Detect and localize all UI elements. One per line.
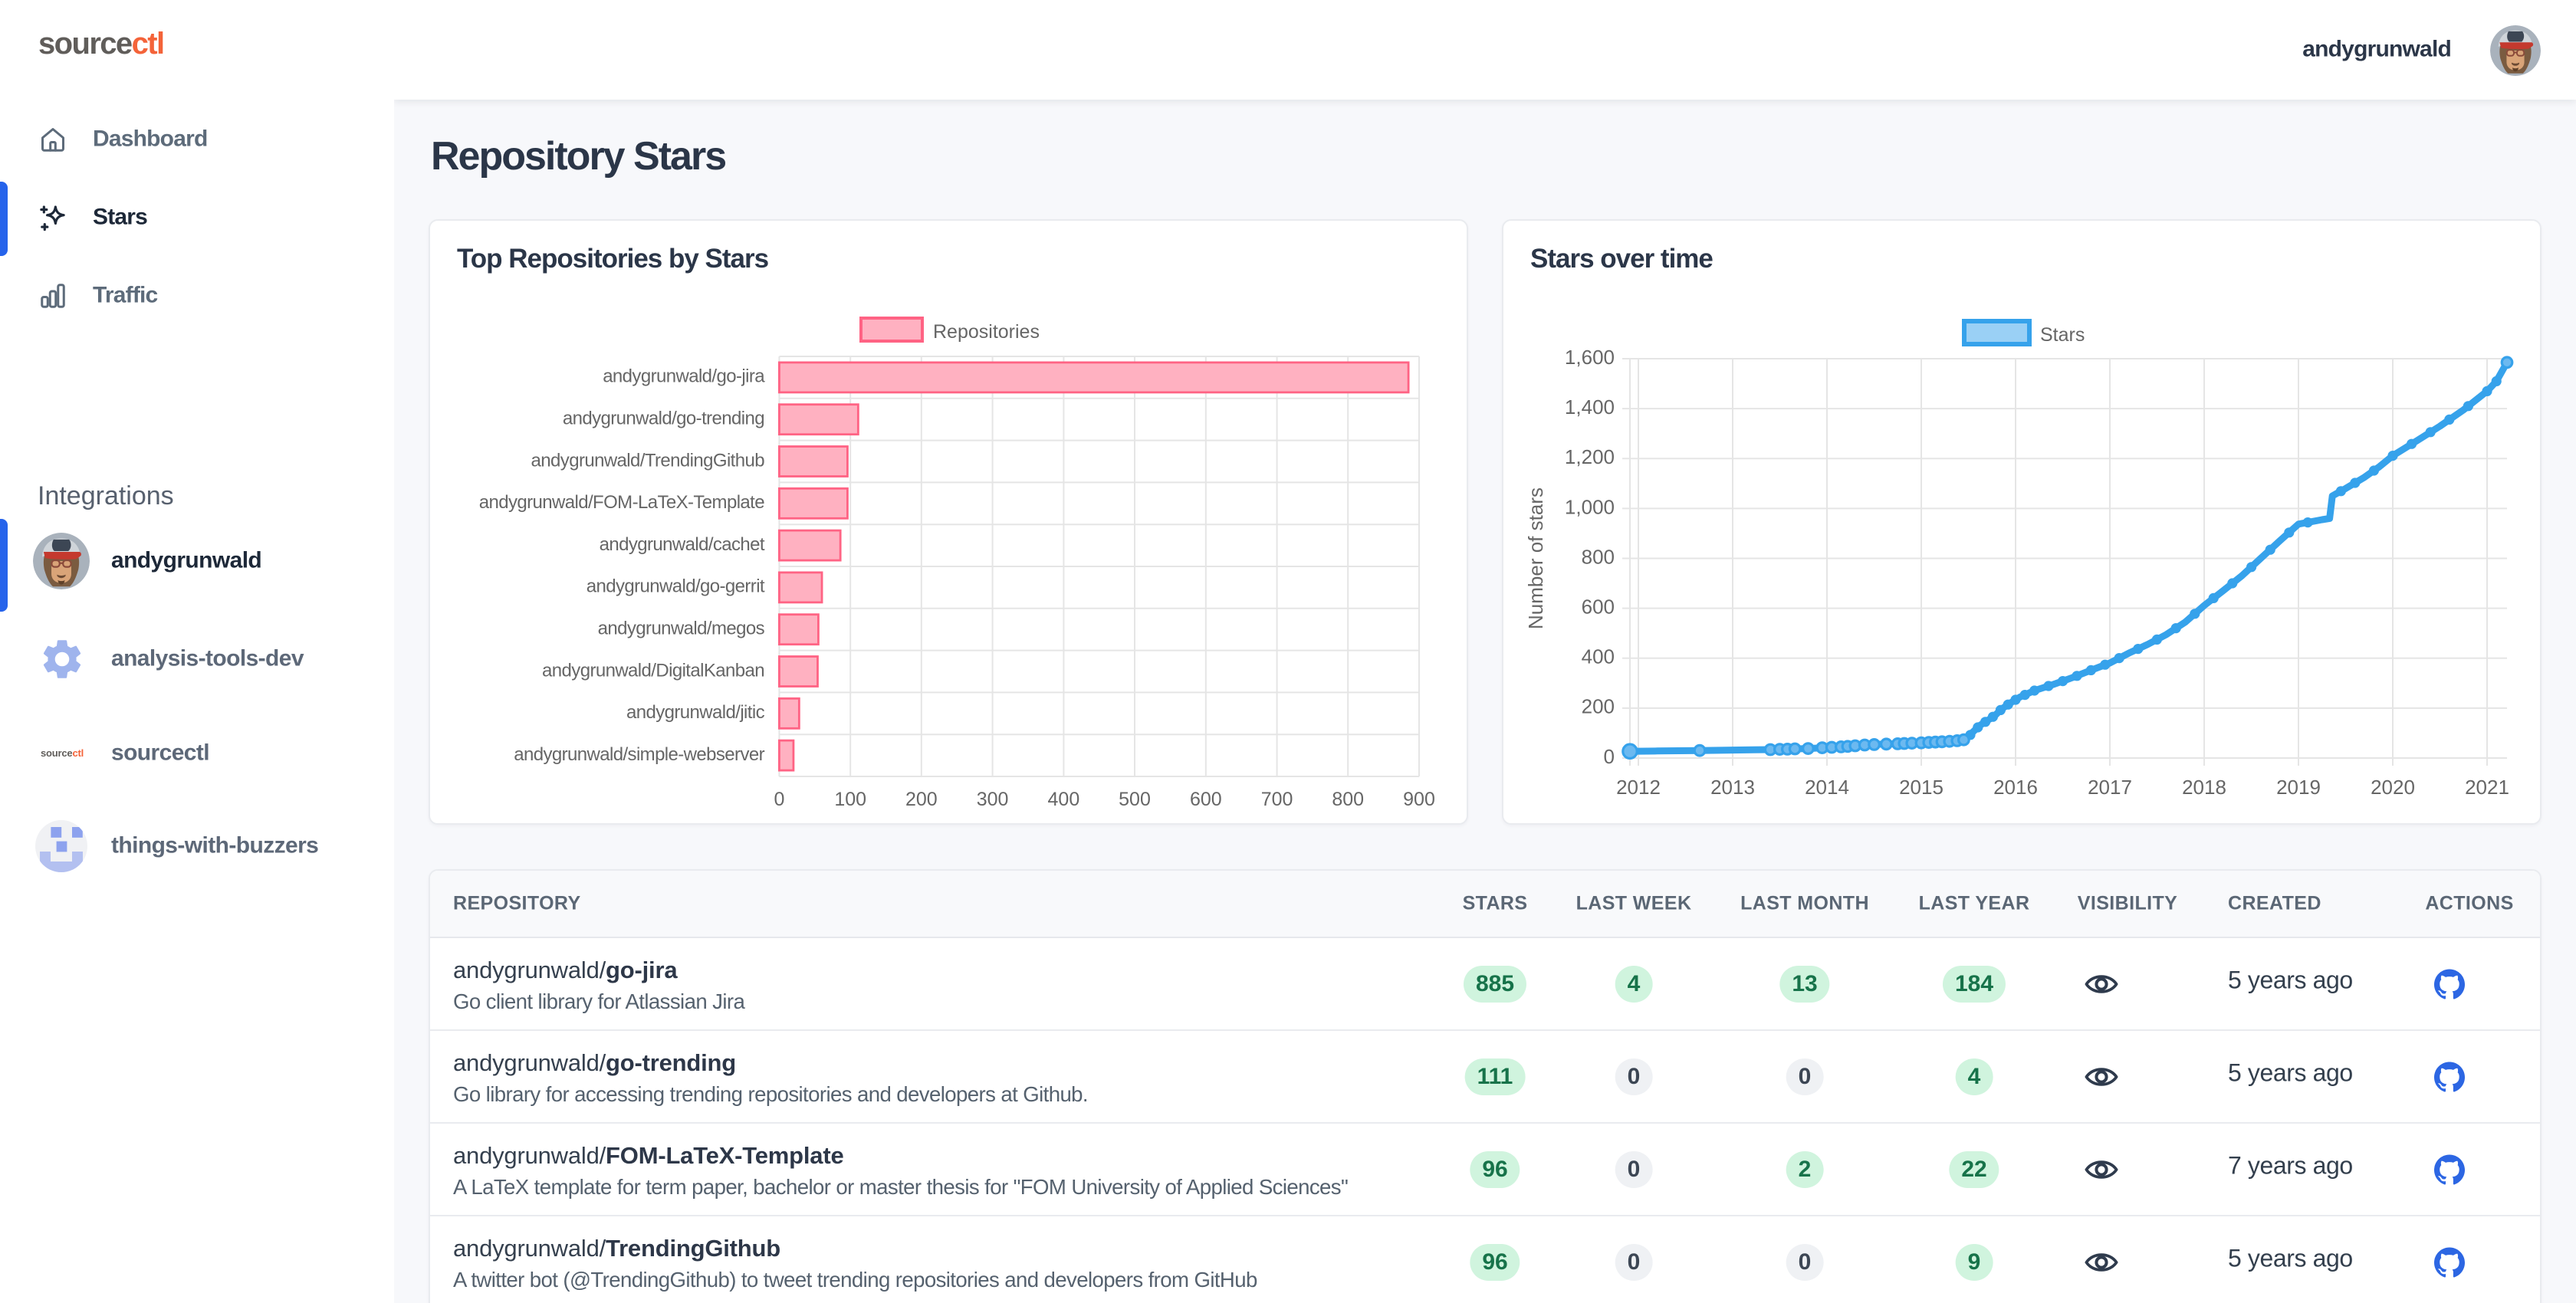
svg-text:0: 0 (1604, 745, 1615, 768)
svg-text:andygrunwald/TrendingGithub: andygrunwald/TrendingGithub (531, 450, 765, 471)
svg-text:2021: 2021 (2465, 776, 2509, 799)
svg-text:0: 0 (774, 789, 784, 810)
svg-text:800: 800 (1582, 545, 1615, 568)
svg-text:Stars: Stars (2040, 324, 2085, 346)
svg-text:600: 600 (1582, 595, 1615, 618)
svg-text:andygrunwald/go-jira: andygrunwald/go-jira (603, 366, 765, 387)
svg-text:500: 500 (1119, 789, 1151, 810)
svg-text:andygrunwald/DigitalKanban: andygrunwald/DigitalKanban (542, 660, 764, 681)
svg-text:2014: 2014 (1805, 776, 1849, 799)
svg-text:andygrunwald/go-trending: andygrunwald/go-trending (563, 409, 764, 429)
svg-text:2017: 2017 (2088, 776, 2132, 799)
svg-text:1,200: 1,200 (1565, 445, 1615, 468)
svg-text:Number of stars: Number of stars (1524, 487, 1547, 629)
svg-text:1,600: 1,600 (1565, 346, 1615, 369)
svg-text:900: 900 (1403, 789, 1435, 810)
svg-text:andygrunwald/jitic: andygrunwald/jitic (626, 702, 765, 723)
svg-text:andygrunwald/simple-webserver: andygrunwald/simple-webserver (514, 744, 764, 765)
svg-text:2013: 2013 (1710, 776, 1755, 799)
svg-text:2020: 2020 (2371, 776, 2415, 799)
svg-text:andygrunwald/cachet: andygrunwald/cachet (600, 534, 765, 555)
svg-text:andygrunwald/FOM-LaTeX-Templat: andygrunwald/FOM-LaTeX-Template (479, 492, 764, 513)
svg-text:2016: 2016 (1993, 776, 2038, 799)
svg-text:300: 300 (977, 789, 1009, 810)
svg-text:200: 200 (1582, 695, 1615, 718)
svg-text:400: 400 (1582, 645, 1615, 668)
svg-text:andygrunwald/go-gerrit: andygrunwald/go-gerrit (586, 576, 765, 597)
svg-text:2012: 2012 (1616, 776, 1661, 799)
svg-text:600: 600 (1190, 789, 1222, 810)
svg-text:100: 100 (834, 789, 866, 810)
svg-text:200: 200 (905, 789, 938, 810)
svg-text:2015: 2015 (1899, 776, 1944, 799)
svg-text:Repositories: Repositories (933, 321, 1040, 343)
svg-text:2018: 2018 (2182, 776, 2226, 799)
svg-text:1,000: 1,000 (1565, 495, 1615, 518)
svg-text:700: 700 (1261, 789, 1293, 810)
svg-text:800: 800 (1332, 789, 1364, 810)
svg-text:andygrunwald/megos: andygrunwald/megos (598, 619, 765, 639)
svg-text:1,400: 1,400 (1565, 395, 1615, 418)
svg-text:400: 400 (1048, 789, 1080, 810)
svg-text:2019: 2019 (2276, 776, 2321, 799)
